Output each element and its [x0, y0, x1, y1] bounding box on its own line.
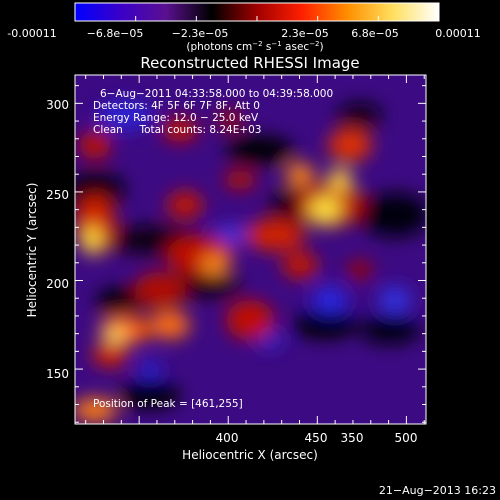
colorbar-unit-label: (photons cm−2 s−1 asec−2): [186, 40, 323, 53]
x-axis-title: Heliocentric X (arcsec): [182, 448, 318, 462]
plot-frame: [74, 74, 427, 425]
axis-ticks: [75, 75, 426, 424]
peak-position-label: Position of Peak = [461,255]: [93, 398, 243, 410]
colorbar-ticks: [74, 16, 440, 21]
x-tick-label: 350: [341, 431, 364, 445]
colorbar-tick-label: 0.00011: [435, 27, 481, 40]
y-axis-title: Heliocentric Y (arcsec): [25, 183, 39, 318]
x-tick-label: 400: [216, 431, 239, 445]
colorbar-tick-label: 2.3e−05: [281, 27, 328, 40]
info-line-detectors: Detectors: 4F 5F 6F 7F 8F, Att 0: [93, 100, 260, 112]
footer-timestamp: 21−Aug−2013 16:23: [379, 484, 496, 497]
y-tick-label: 300: [46, 98, 69, 112]
info-line-time: 6−Aug−2011 04:33:58.000 to 04:39:58.000: [100, 88, 333, 100]
reconstructed-image: [75, 75, 426, 424]
x-tick-label: 450: [305, 431, 328, 445]
y-tick-label: 250: [46, 188, 69, 202]
info-line-clean: Clean Total counts: 8.24E+03: [93, 124, 262, 136]
plot-title: Reconstructed RHESSI Image: [140, 54, 359, 72]
colorbar-tick-label: 6.8e−05: [351, 27, 398, 40]
x-tick-label: 500: [395, 431, 418, 445]
info-line-energy: Energy Range: 12.0 − 25.0 keV: [93, 112, 259, 124]
colorbar-tick-label: −6.8e−05: [87, 27, 144, 40]
colorbar-tick-label: -0.00011: [7, 27, 56, 40]
colorbar-tick-label: −2.3e−05: [172, 27, 229, 40]
y-tick-label: 150: [46, 367, 69, 381]
y-tick-label: 200: [46, 277, 69, 291]
